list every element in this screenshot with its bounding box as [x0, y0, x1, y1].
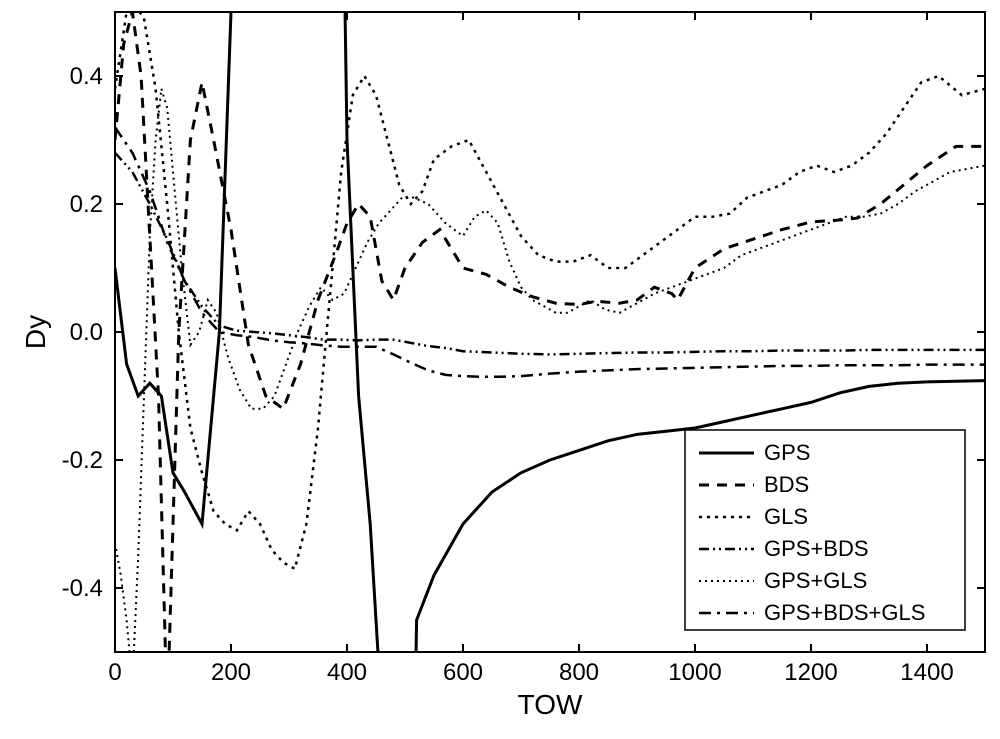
x-tick-label: 0	[108, 659, 121, 686]
x-tick-label: 600	[443, 659, 483, 686]
legend-label: GPS+GLS	[764, 568, 867, 593]
y-tick-label: -0.4	[62, 575, 103, 602]
chart-container: 0 200 400 600 800 1000 1200 1400 -0.4 -0.2 0.0 0.2 0…	[0, 0, 1000, 739]
x-tick-label: 1200	[784, 659, 837, 686]
x-tick-label: 1400	[900, 659, 953, 686]
legend-label: GPS+BDS+GLS	[764, 600, 925, 625]
x-tick-label: 400	[327, 659, 367, 686]
legend-label: GLS	[764, 504, 808, 529]
legend-label: GPS	[764, 440, 810, 465]
y-tick-label: -0.2	[62, 447, 103, 474]
x-tick-label: 200	[211, 659, 251, 686]
y-axis-label: Dy	[20, 315, 51, 349]
legend-label: GPS+BDS	[764, 536, 869, 561]
x-axis-label: TOW	[518, 689, 583, 720]
x-tick-label: 1000	[668, 659, 721, 686]
y-tick-label: 0.0	[70, 319, 103, 346]
x-tick-label: 800	[559, 659, 599, 686]
legend: GPS BDS GLS GPS+BDS GPS+GLS GPS+BDS+GLS	[685, 430, 965, 630]
y-tick-label: 0.2	[70, 191, 103, 218]
chart-svg: 0 200 400 600 800 1000 1200 1400 -0.4 -0.2 0.0 0.2 0…	[0, 0, 1000, 739]
y-tick-label: 0.4	[70, 63, 103, 90]
series-GPS+BDS+GLS	[115, 127, 985, 377]
legend-label: BDS	[764, 472, 809, 497]
